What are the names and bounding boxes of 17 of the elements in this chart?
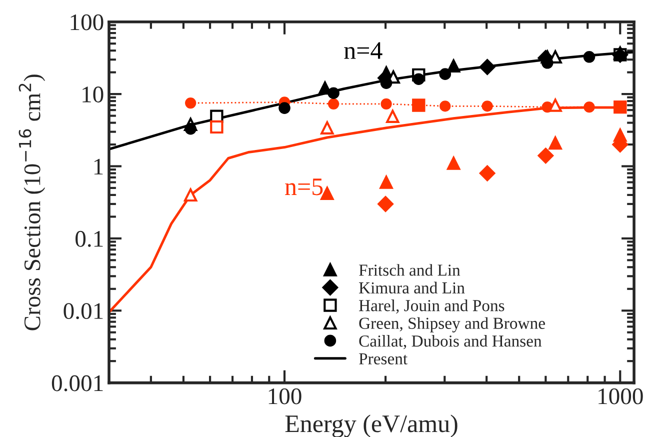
y-tick-label: 0.01 xyxy=(64,303,103,320)
y-tick-label: 0.1 xyxy=(76,230,103,247)
legend-label: Harel, Jouin and Pons xyxy=(359,300,504,314)
legend-label: Fritsch and Lin xyxy=(359,264,460,276)
y-tick-label: 100 xyxy=(70,14,104,30)
y-tick-label: 1 xyxy=(94,158,103,174)
x-tick-label: 1000 xyxy=(598,388,643,404)
legend-label: Kimura and Lin xyxy=(359,282,465,294)
annotation: n=4 xyxy=(344,42,382,59)
x-axis-title: Energy (eV/amu) xyxy=(285,414,458,437)
y-tick-label: 0.001 xyxy=(52,375,103,392)
legend-label: Caillat, Dubois and Hansen xyxy=(359,334,542,350)
legend-label: Present xyxy=(359,353,408,364)
annotation: n=5 xyxy=(285,178,323,196)
y-tick-label: 10 xyxy=(82,86,104,102)
legend-label: Green, Shipsey and Browne xyxy=(359,317,545,332)
y-axis-title: Cross Section (10$^{−16}$ cm$^{2}$) xyxy=(18,74,46,330)
